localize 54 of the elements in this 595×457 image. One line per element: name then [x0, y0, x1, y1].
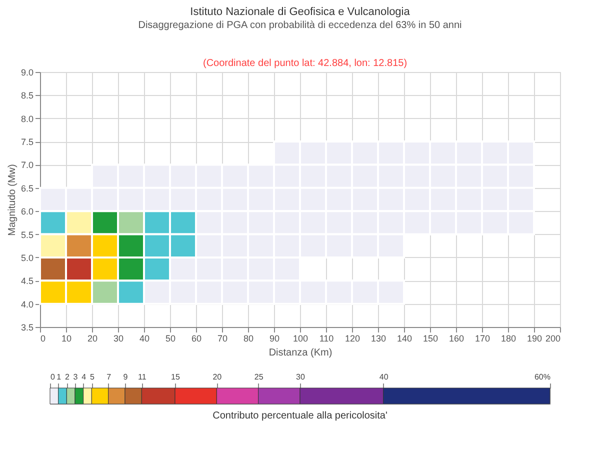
- x-tick-label: 190: [526, 334, 542, 344]
- y-tick-label: 3.5: [20, 322, 34, 332]
- x-tick-label: 40: [139, 334, 150, 344]
- y-tick-label: 6.5: [20, 183, 34, 194]
- x-tick-label: 80: [243, 334, 254, 344]
- x-tick-label: 60: [191, 334, 202, 344]
- y-tick-label: 4.5: [20, 276, 34, 286]
- x-tick-label: 70: [217, 334, 228, 344]
- y-tick-label: 8.5: [20, 90, 34, 101]
- text: (Coordinate del punto lat: 42.884, lon: 12.815): [202, 58, 408, 69]
- y-tick-label: 5.5: [20, 230, 34, 240]
- x-tick-label: 180: [500, 334, 516, 344]
- x-tick-label: 170: [474, 334, 490, 344]
- color-bar-label: 2: [64, 372, 70, 382]
- y-axis-title: Magnitudo (Mw): [6, 164, 18, 236]
- color-bar-label: 11: [138, 372, 147, 382]
- x-tick-label: 90: [269, 334, 280, 344]
- x-axis-title: Distanza (Km): [268, 348, 332, 358]
- color-bar-label: 3: [73, 372, 78, 382]
- x-tick-label: 10: [61, 334, 72, 344]
- color-bar-label: 5: [90, 372, 95, 382]
- color-bar-label: 7: [106, 372, 112, 382]
- x-tick-label: 30: [113, 334, 124, 344]
- x-tick-label: 140: [396, 334, 412, 344]
- x-tick-label: 130: [370, 334, 386, 344]
- y-tick-label: 5.0: [20, 252, 34, 263]
- color-bar-label: 20: [212, 372, 222, 382]
- x-tick-label: 120: [344, 334, 360, 344]
- x-tick-label: 160: [448, 334, 464, 344]
- x-tick-label: 20: [87, 334, 98, 344]
- color-bar-title: Contributo percentuale alla pericolosita': [212, 410, 388, 422]
- y-tick-label: 7.0: [20, 160, 34, 170]
- color-bar-label: 15: [171, 372, 180, 382]
- y-tick-label: 9.0: [20, 68, 34, 78]
- color-bar-label: 0: [50, 372, 56, 382]
- y-tick-label: 4.0: [20, 299, 34, 310]
- x-tick-label: 0: [40, 334, 46, 344]
- y-tick-label: 8.0: [20, 114, 34, 124]
- color-bar-label: 1: [56, 372, 62, 382]
- chart-title: Istituto Nazionale di Geofisica e Vulcanologia: [190, 6, 411, 18]
- x-tick-label: 150: [422, 334, 438, 344]
- x-tick-label: 110: [319, 334, 334, 344]
- x-tick-label: 100: [292, 334, 308, 344]
- x-tick-label: 50: [165, 334, 176, 344]
- x-tick-label: 200: [545, 334, 560, 344]
- color-bar-label: 30: [296, 372, 306, 382]
- color-bar-label: 40: [379, 372, 389, 382]
- color-bar-label: 9: [123, 372, 128, 382]
- y-tick-label: 7.5: [20, 137, 34, 148]
- y-tick-label: 6.0: [20, 206, 34, 217]
- color-bar-label: 4: [82, 372, 87, 382]
- chart-subtitle: Disaggregazione di PGA con probabilità di eccedenza del 63% in 50 anni: [138, 20, 462, 31]
- color-bar-label: 60%: [534, 372, 550, 382]
- color-bar-label: 25: [254, 372, 264, 382]
